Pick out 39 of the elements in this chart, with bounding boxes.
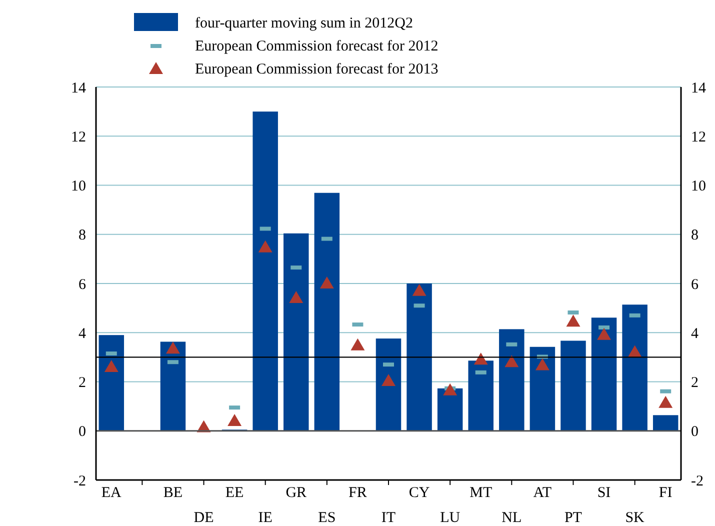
- x-tick-label: FI: [658, 485, 672, 501]
- y2-tick-label: -2: [691, 473, 704, 490]
- y2-tick-label: 2: [691, 375, 698, 391]
- x-tick-label: LU: [440, 510, 460, 526]
- x-tick-label: SK: [625, 510, 645, 526]
- x-tick-label: SI: [597, 485, 611, 501]
- x-tick-label: FR: [348, 485, 367, 501]
- y-tick-label: 6: [78, 276, 86, 293]
- x-tick-label: MT: [470, 485, 492, 501]
- y2-tick-label: 0: [691, 424, 698, 440]
- y-tick-label: 2: [78, 375, 86, 391]
- x-tick-label: DE: [194, 510, 214, 526]
- legend-label: European Commission forecast for 2012: [195, 38, 438, 54]
- y-tick-label: -2: [74, 473, 86, 490]
- y-tick-label: 8: [78, 228, 86, 244]
- y2-tick-label: 14: [691, 80, 706, 96]
- y2-tick-label: 12: [691, 129, 706, 146]
- x-tick-label: NL: [502, 510, 522, 526]
- y-tick-label: 10: [71, 178, 86, 194]
- y2-tick-label: 6: [691, 276, 699, 293]
- legend-label: four-quarter moving sum in 2012Q2: [195, 15, 413, 32]
- x-tick-label: EE: [225, 485, 244, 501]
- x-tick-label: GR: [286, 485, 307, 501]
- x-tick-label: PT: [564, 510, 582, 526]
- x-tick-label: BE: [163, 485, 183, 501]
- y-tick-label: 14: [71, 80, 86, 96]
- y2-tick-label: 4: [691, 326, 699, 342]
- x-tick-label: CY: [408, 485, 430, 501]
- y-tick-label: 12: [71, 129, 86, 146]
- y2-tick-label: 8: [691, 228, 698, 244]
- x-tick-label: IT: [381, 510, 396, 526]
- x-tick-label: AT: [533, 485, 552, 501]
- legend-label: European Commission forecast for 2013: [195, 61, 438, 78]
- x-tick-label: EA: [101, 485, 122, 501]
- x-tick-label: ES: [318, 510, 336, 526]
- y-tick-label: 4: [78, 326, 86, 342]
- y2-tick-label: 10: [691, 178, 706, 194]
- x-tick-label: IE: [258, 510, 272, 526]
- y-tick-label: 0: [78, 424, 86, 440]
